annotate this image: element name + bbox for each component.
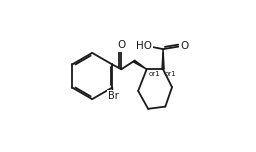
Polygon shape bbox=[133, 60, 147, 69]
Text: O: O bbox=[180, 41, 188, 51]
Text: or1: or1 bbox=[148, 71, 160, 77]
Polygon shape bbox=[162, 49, 164, 69]
Text: Br: Br bbox=[108, 91, 118, 101]
Text: or1: or1 bbox=[164, 71, 176, 77]
Text: HO: HO bbox=[136, 41, 152, 51]
Text: O: O bbox=[117, 40, 125, 50]
